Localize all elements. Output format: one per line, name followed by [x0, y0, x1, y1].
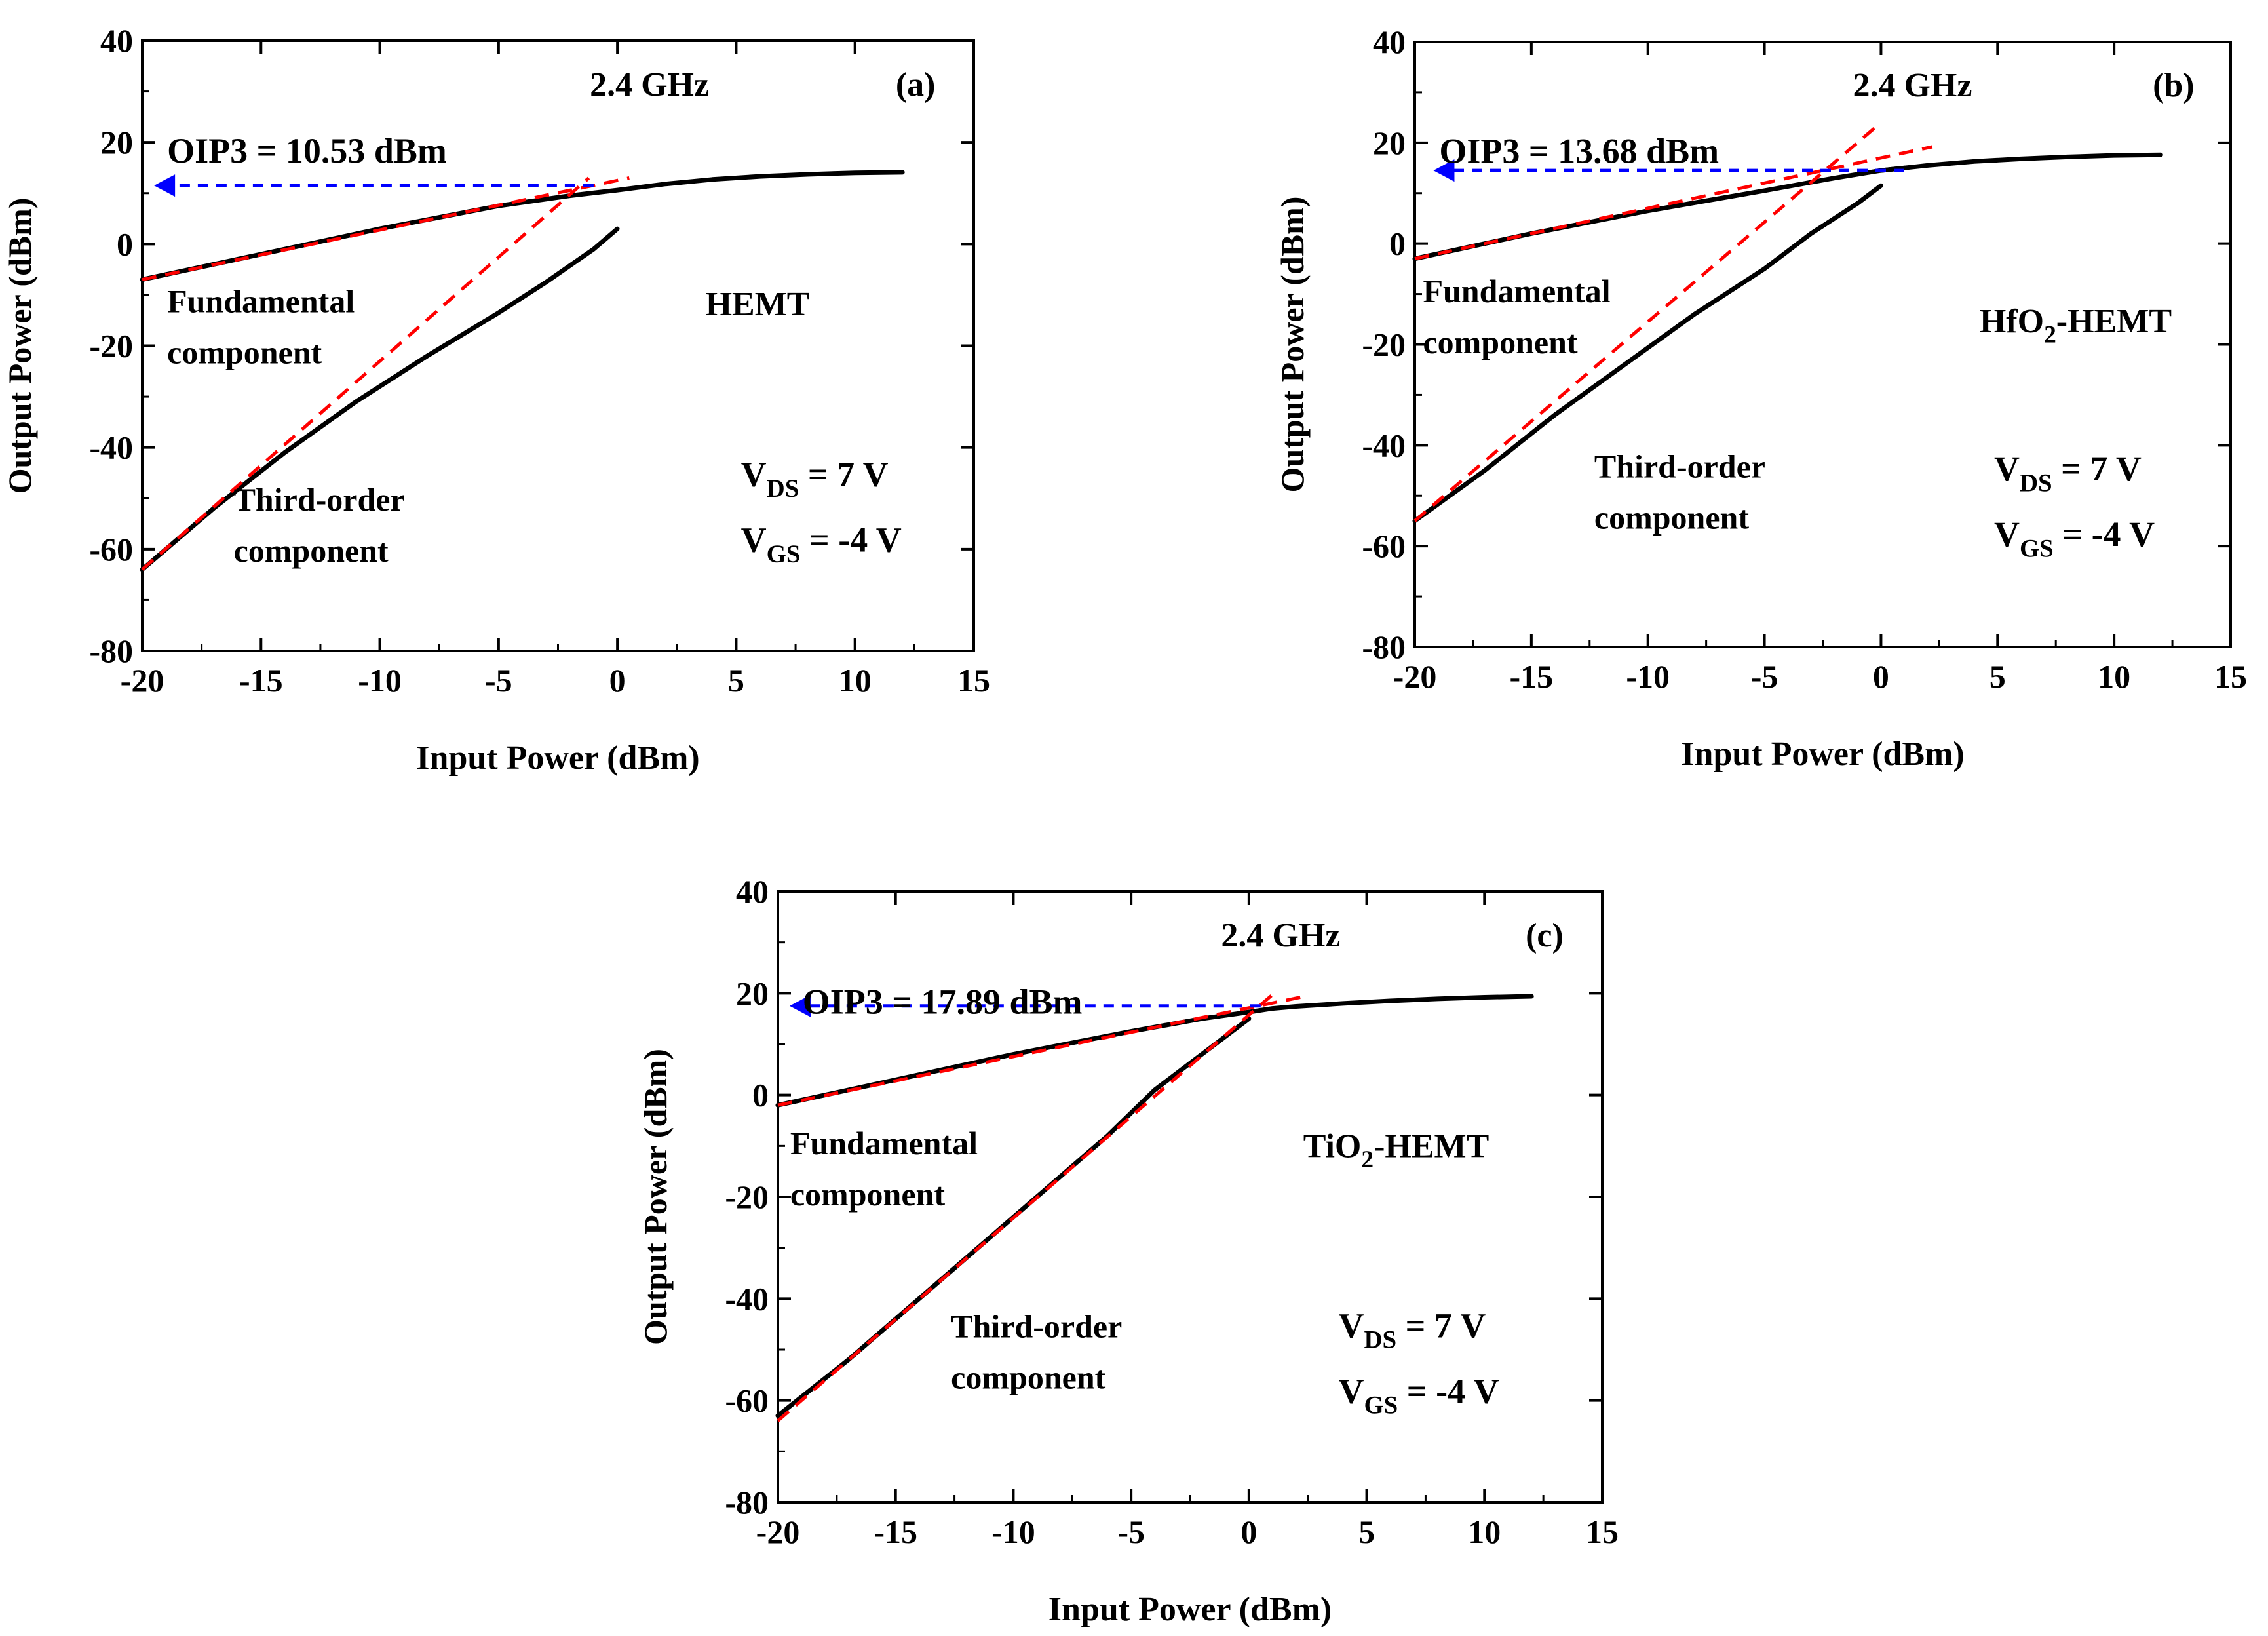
- chart-panel-3: -20 -15 -10 -5 0 5 10 15 -80 -60 -40 -20 0 20 40 Input …: [637, 873, 1619, 1628]
- series-line: [775, 994, 1534, 1108]
- x-tick-label: 0: [1873, 658, 1889, 695]
- fit-line: [141, 176, 590, 571]
- oip3-arrow-head: [1433, 159, 1455, 182]
- oip3-label: OIP3 = 17.89 dBm: [803, 982, 1083, 1021]
- third-order-label-line2: component: [234, 532, 389, 569]
- x-tick-label: 10: [2098, 658, 2130, 695]
- y-tick-label: -60: [725, 1382, 769, 1419]
- fit-line: [1413, 121, 1883, 522]
- x-tick-label: 15: [1586, 1513, 1619, 1550]
- fundamental-label-line2: component: [790, 1176, 945, 1213]
- panel-label: (a): [896, 66, 936, 104]
- oip3-label: OIP3 = 13.68 dBm: [1439, 132, 1719, 171]
- x-axis-title: Input Power (dBm): [1048, 1591, 1332, 1628]
- oip3-arrow-head: [154, 174, 176, 197]
- third-order-label-line2: component: [1594, 499, 1749, 536]
- chart-panel-1: -20 -15 -10 -5 0 5 10 15 -80 -60 -40 -20 0 20 40 Input …: [1, 22, 990, 777]
- vds-label: VDS = 7 V: [1338, 1306, 1486, 1354]
- vgs-label: VGS = -4 V: [1994, 515, 2155, 562]
- y-tick-label: 20: [1373, 125, 1406, 161]
- x-tick-label: -20: [1393, 658, 1437, 695]
- x-tick-label: -15: [239, 662, 283, 699]
- x-tick-label: 15: [2214, 658, 2247, 695]
- fit-line: [1414, 145, 1933, 261]
- fundamental-label-line2: component: [167, 334, 322, 370]
- x-tick-label: -10: [358, 662, 402, 699]
- vds-label: VDS = 7 V: [1994, 449, 2142, 497]
- y-tick-label: -40: [725, 1280, 769, 1317]
- third-order-label-line1: Third-order: [951, 1308, 1122, 1344]
- y-tick-label: -40: [1362, 427, 1406, 463]
- x-tick-label: -10: [1626, 658, 1670, 695]
- y-axis-title: Output Power (dBm): [637, 1049, 674, 1345]
- x-tick-label: -15: [874, 1513, 917, 1550]
- y-tick-label: -20: [725, 1178, 769, 1215]
- y-tick-label: -80: [89, 633, 133, 669]
- third-order-label-line1: Third-order: [234, 481, 405, 518]
- x-tick-label: 5: [1989, 658, 2006, 695]
- y-axis-title: Output Power (dBm): [1274, 197, 1311, 493]
- x-tick-label: 10: [839, 662, 872, 699]
- y-tick-label: -20: [1362, 326, 1406, 363]
- panel-label: (c): [1526, 917, 1564, 954]
- y-tick-label: -60: [1362, 528, 1406, 564]
- x-tick-label: -5: [485, 662, 512, 699]
- x-tick-label: 0: [609, 662, 626, 699]
- fit-line: [777, 989, 1278, 1422]
- device-label: TiO2-HEMT: [1303, 1127, 1490, 1173]
- x-tick-label: -15: [1510, 658, 1554, 695]
- x-tick-label: 15: [957, 662, 990, 699]
- y-tick-label: 40: [100, 22, 133, 59]
- series-line: [140, 226, 620, 572]
- y-tick-label: 40: [736, 873, 769, 910]
- frequency-label: 2.4 GHz: [1221, 917, 1340, 954]
- vds-label: VDS = 7 V: [741, 455, 889, 503]
- fundamental-label-line1: Fundamental: [790, 1125, 978, 1161]
- y-tick-label: -80: [1362, 629, 1406, 665]
- y-tick-label: -60: [89, 531, 133, 568]
- vgs-label: VGS = -4 V: [1338, 1371, 1499, 1419]
- x-tick-label: 0: [1240, 1513, 1257, 1550]
- fit-line: [142, 176, 630, 282]
- third-order-label-line2: component: [951, 1359, 1105, 1395]
- x-tick-label: 5: [1358, 1513, 1375, 1550]
- series-line: [1412, 183, 1883, 524]
- x-tick-label: 10: [1468, 1513, 1501, 1550]
- x-tick-label: -5: [1117, 1513, 1145, 1550]
- device-label: HEMT: [706, 286, 810, 323]
- oip3-label: OIP3 = 10.53 dBm: [167, 131, 447, 170]
- y-tick-label: 20: [736, 975, 769, 1011]
- y-tick-label: -40: [89, 429, 133, 466]
- y-tick-label: 20: [100, 124, 133, 161]
- y-tick-label: 0: [1389, 225, 1406, 262]
- oip3-arrow-head: [789, 994, 811, 1017]
- device-label: HfO2-HEMT: [1980, 303, 2172, 349]
- x-axis-title: Input Power (dBm): [1681, 735, 1964, 773]
- fundamental-label-line2: component: [1423, 324, 1577, 360]
- x-tick-label: -20: [121, 662, 164, 699]
- y-tick-label: 0: [752, 1077, 769, 1114]
- x-axis-title: Input Power (dBm): [416, 739, 699, 777]
- y-tick-label: 0: [117, 225, 133, 262]
- frequency-label: 2.4 GHz: [1853, 67, 1972, 104]
- x-tick-label: 5: [728, 662, 744, 699]
- chart-panel-2: -20 -15 -10 -5 0 5 10 15 -80 -60 -40 -20 0 20 40 Input …: [1274, 24, 2247, 773]
- x-tick-label: -5: [1751, 658, 1778, 695]
- vgs-label: VGS = -4 V: [741, 520, 902, 568]
- third-order-label-line1: Third-order: [1594, 448, 1765, 485]
- fundamental-label-line1: Fundamental: [167, 282, 355, 319]
- y-axis-title: Output Power (dBm): [1, 198, 38, 494]
- frequency-label: 2.4 GHz: [590, 66, 709, 104]
- y-tick-label: -20: [89, 328, 133, 364]
- y-tick-label: -80: [725, 1484, 769, 1521]
- x-tick-label: -10: [991, 1513, 1035, 1550]
- x-tick-label: -20: [756, 1513, 800, 1550]
- series-line: [140, 170, 905, 282]
- y-tick-label: 40: [1373, 24, 1406, 60]
- fundamental-label-line1: Fundamental: [1423, 273, 1610, 309]
- fit-line: [777, 994, 1309, 1107]
- panel-label: (b): [2153, 67, 2195, 104]
